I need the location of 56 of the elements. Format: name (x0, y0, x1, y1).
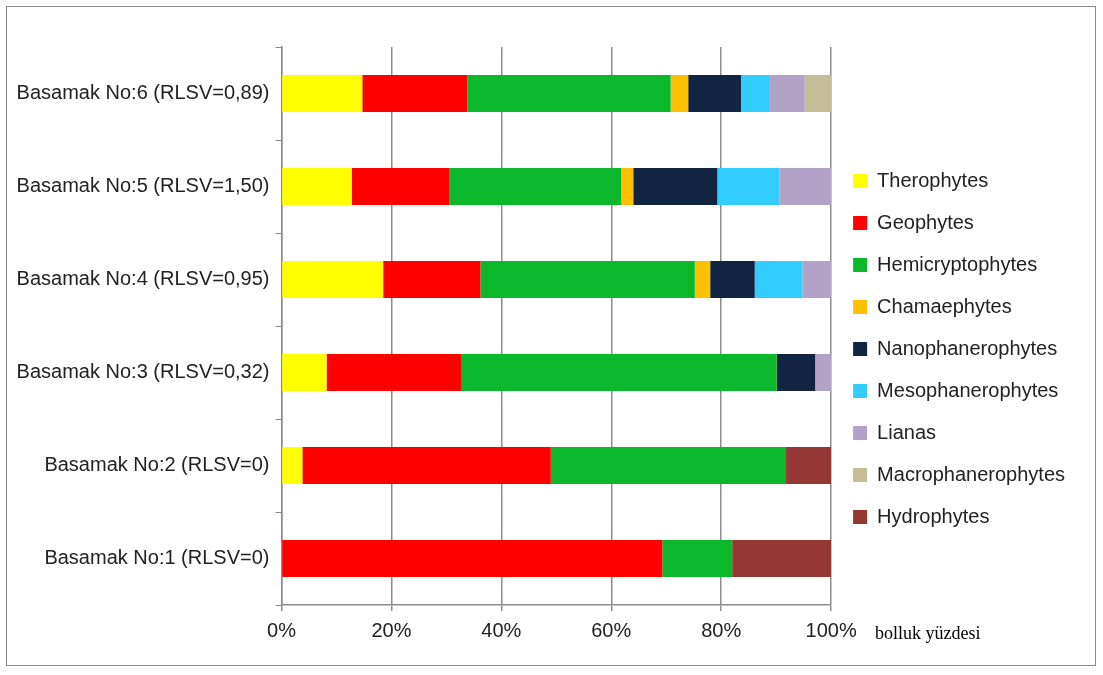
bar (732, 539, 832, 578)
bar (282, 539, 663, 578)
x-tick-label: 0% (267, 618, 297, 641)
bar (362, 74, 468, 113)
bar (804, 74, 832, 113)
bar (717, 167, 780, 206)
bar (282, 74, 363, 113)
legend-label: Lianas (877, 420, 937, 443)
bar (383, 260, 481, 299)
bar (662, 539, 733, 578)
bar (815, 353, 832, 392)
bar (740, 74, 769, 113)
bar (282, 353, 327, 392)
bar (480, 260, 695, 299)
bar (769, 74, 805, 113)
legend-label: Therophytes (877, 168, 989, 191)
legend-label: Chamaephytes (877, 294, 1012, 317)
y-tick-label: Basamak No:3 (RLSV=0,32) (16, 360, 270, 383)
y-tick-label: Basamak No:4 (RLSV=0,95) (16, 267, 270, 290)
bar (802, 260, 832, 299)
bar (710, 260, 755, 299)
legend-label: Hemicryptophytes (877, 252, 1038, 275)
bar (776, 353, 816, 392)
legend-label: Hydrophytes (877, 504, 990, 527)
legend-label: Nanophanerophytes (877, 336, 1058, 359)
x-tick-label: 100% (805, 618, 857, 641)
bar (550, 446, 787, 485)
legend-label: Mesophanerophytes (877, 378, 1059, 401)
bar (633, 167, 718, 206)
bar (282, 446, 303, 485)
bar (282, 260, 384, 299)
x-axis-title: bolluk yüzdesi (875, 622, 981, 643)
y-tick-label: Basamak No:1 (RLSV=0) (44, 546, 270, 569)
y-tick-label: Basamak No:6 (RLSV=0,89) (16, 81, 270, 104)
y-tick-label: Basamak No:5 (RLSV=1,50) (16, 174, 270, 197)
bar (688, 74, 741, 113)
bar (779, 167, 832, 206)
bar (467, 74, 671, 113)
x-tick-label: 60% (591, 618, 632, 641)
y-tick-label: Basamak No:2 (RLSV=0) (44, 453, 270, 476)
bar (754, 260, 803, 299)
bar (694, 260, 711, 299)
x-tick-label: 80% (701, 618, 742, 641)
bar (461, 353, 777, 392)
bar (449, 167, 622, 206)
x-tick-label: 20% (371, 618, 412, 641)
bar (786, 446, 832, 485)
bar (621, 167, 634, 206)
legend-label: Macrophanerophytes (877, 462, 1065, 485)
bar (351, 167, 450, 206)
x-tick-label: 40% (481, 618, 522, 641)
legend-label: Geophytes (877, 210, 974, 233)
bar (282, 167, 352, 206)
bar (326, 353, 462, 392)
bar (302, 446, 551, 485)
bar (670, 74, 689, 113)
